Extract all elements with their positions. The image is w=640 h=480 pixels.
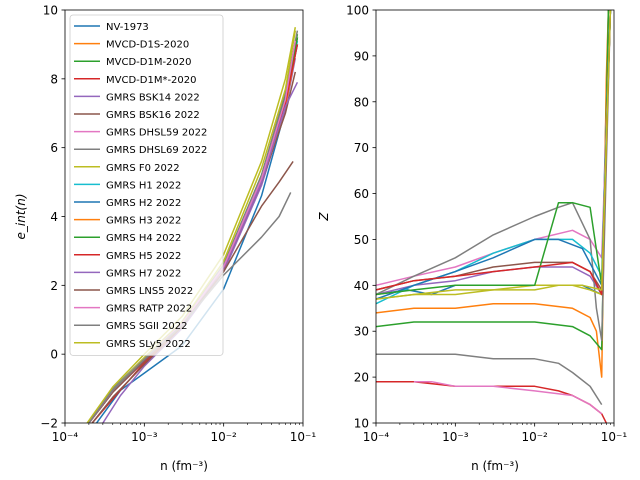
left-panel: 10⁻⁴ 10⁻³ 10⁻² 10⁻¹ −2 0 2 4 6 8 10 n (fm⁻³) e_int(n…	[14, 4, 316, 474]
x-tick-label: 10⁻¹	[290, 430, 317, 444]
series-line-4	[376, 10, 612, 296]
x-tick-label: 10⁻³	[442, 430, 469, 444]
x-tick-label: 10⁻¹	[601, 430, 628, 444]
legend-label-1: MVCD-D1S-2020	[106, 40, 189, 51]
y-tick-label: 100	[346, 4, 369, 18]
x-axis-label: n (fm⁻³)	[471, 459, 519, 473]
series-group	[376, 10, 612, 423]
x-tick-label: 10⁻²	[521, 430, 548, 444]
legend-label-9: GMRS H1 2022	[106, 180, 181, 191]
y-tick-label: 4	[50, 210, 58, 224]
y-tick-label: 8	[50, 72, 58, 86]
legend-label-3: MVCD-D1M*-2020	[106, 75, 197, 86]
legend: NV-1973 MVCD-D1S-2020 MVCD-D1M-2020 MVCD-D1…	[69, 14, 224, 356]
legend-label-8: GMRS F0 2022	[106, 163, 180, 174]
y-tick-label: 30	[354, 325, 369, 339]
series-line-14	[376, 353, 603, 406]
series-line-12	[376, 10, 612, 296]
legend-label-11: GMRS H3 2022	[106, 216, 181, 227]
y-tick-label: 80	[354, 95, 369, 109]
y-tick-label: 40	[354, 279, 369, 293]
legend-label-6: GMRS DHSL59 2022	[106, 128, 207, 139]
series-line-7	[376, 10, 612, 342]
legend-label-15: GMRS LNS5 2022	[106, 286, 193, 297]
y-tick-label: 90	[354, 49, 369, 63]
x-axis-label: n (fm⁻³)	[160, 459, 208, 473]
series-line-13	[413, 380, 603, 415]
series-line-6	[376, 10, 612, 287]
legend-label-18: GMRS SLy5 2022	[106, 339, 191, 350]
legend-label-16: GMRS RATP 2022	[106, 304, 192, 315]
y-tick-label: 0	[50, 348, 58, 362]
x-tick-label: 10⁻⁴	[52, 430, 79, 444]
series-line-8	[376, 10, 612, 300]
y-tick-label: 50	[354, 233, 369, 247]
y-tick-label: 60	[354, 187, 369, 201]
right-panel: 10⁻⁴ 10⁻³ 10⁻² 10⁻¹ 10 20 30 40 50 60 70 80 90 100 n (…	[317, 4, 627, 474]
x-tick-label: 10⁻³	[131, 430, 158, 444]
legend-label-13: GMRS H5 2022	[106, 251, 181, 262]
y-tick-label: −2	[40, 417, 58, 431]
y-axis-label: Z	[317, 212, 331, 222]
series-line-9	[376, 10, 612, 305]
series-line-3	[376, 380, 607, 423]
y-axis-label: e_int(n)	[14, 194, 28, 240]
y-tick-label: 10	[43, 4, 58, 18]
legend-label-14: GMRS H7 2022	[106, 268, 181, 279]
y-tick-label: 10	[354, 417, 369, 431]
series-line-11	[376, 10, 612, 296]
y-tick-label: 2	[50, 279, 58, 293]
y-tick-label: 70	[354, 141, 369, 155]
x-tick-label: 10⁻²	[210, 430, 237, 444]
y-tick-label: 20	[354, 371, 369, 385]
series-line-10	[376, 10, 612, 300]
legend-frame	[69, 14, 224, 356]
x-tick-label: 10⁻⁴	[363, 430, 390, 444]
axes-frame	[375, 9, 615, 424]
legend-label-5: GMRS BSK16 2022	[106, 110, 200, 121]
y-tick-label: 6	[50, 141, 58, 155]
legend-label-0: NV-1973	[106, 22, 149, 33]
series-line-0	[376, 10, 610, 296]
series-line-15	[376, 10, 612, 300]
legend-label-4: GMRS BSK14 2022	[106, 92, 200, 103]
series-line-5	[376, 10, 612, 291]
series-line-2	[376, 10, 610, 351]
legend-label-2: MVCD-D1M-2020	[106, 57, 192, 68]
legend-label-7: GMRS DHSL69 2022	[106, 145, 207, 156]
legend-label-12: GMRS H4 2022	[106, 233, 181, 244]
legend-label-10: GMRS H2 2022	[106, 198, 181, 209]
legend-label-17: GMRS SGII 2022	[106, 321, 187, 332]
